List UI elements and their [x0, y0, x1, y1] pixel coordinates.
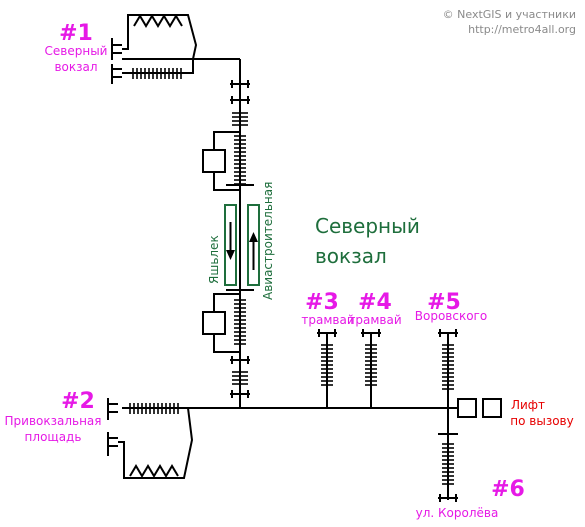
exit-1-route	[111, 14, 240, 84]
lift-box-upper	[202, 149, 226, 173]
lift-route	[448, 398, 502, 418]
exit-6-label: ул. Королёва	[416, 506, 499, 520]
exit-3-number: #3	[305, 290, 339, 315]
exit-2-route	[107, 398, 194, 479]
copyright-url[interactable]: http://metro4all.org	[468, 23, 576, 36]
lift-box-lower	[202, 311, 226, 335]
exit-1-label-line2: вокзал	[54, 60, 97, 74]
lift-label-line1: Лифт	[511, 398, 545, 412]
main-vertical-route	[202, 59, 260, 408]
arrow-up-icon	[249, 232, 258, 270]
exit-4-label: трамвай	[348, 313, 401, 327]
exit-1-label-line1: Северный	[45, 44, 108, 58]
exit-4-route	[361, 329, 381, 408]
exit-2-number: #2	[61, 389, 95, 414]
arrow-down-icon	[226, 222, 235, 260]
exit-2-label-line2: площадь	[25, 430, 82, 444]
platform-left-label: Яшьлек	[207, 235, 221, 284]
exit-2-label-line1: Привокзальная	[5, 414, 102, 428]
exit-3-route	[317, 329, 337, 408]
platform-right-label: Авиастроительная	[261, 182, 275, 300]
exit-6-route	[438, 433, 458, 502]
lift-label-line2: по вызову	[510, 414, 573, 428]
station-name-line2: вокзал	[315, 244, 387, 268]
exit-3-label: трамвай	[301, 313, 354, 327]
exit-5-label: Воровского	[415, 309, 487, 323]
exit-5-route	[438, 329, 458, 500]
lift-box-1	[457, 398, 477, 418]
exit-1-number: #1	[59, 21, 93, 46]
station-name-line1: Северный	[315, 214, 420, 238]
exit-4-number: #4	[358, 290, 392, 315]
copyright-text: © NextGIS и участники	[443, 8, 576, 21]
exit-5-number: #5	[427, 290, 461, 315]
lift-box-2	[482, 398, 502, 418]
exit-6-number: #6	[491, 477, 525, 502]
